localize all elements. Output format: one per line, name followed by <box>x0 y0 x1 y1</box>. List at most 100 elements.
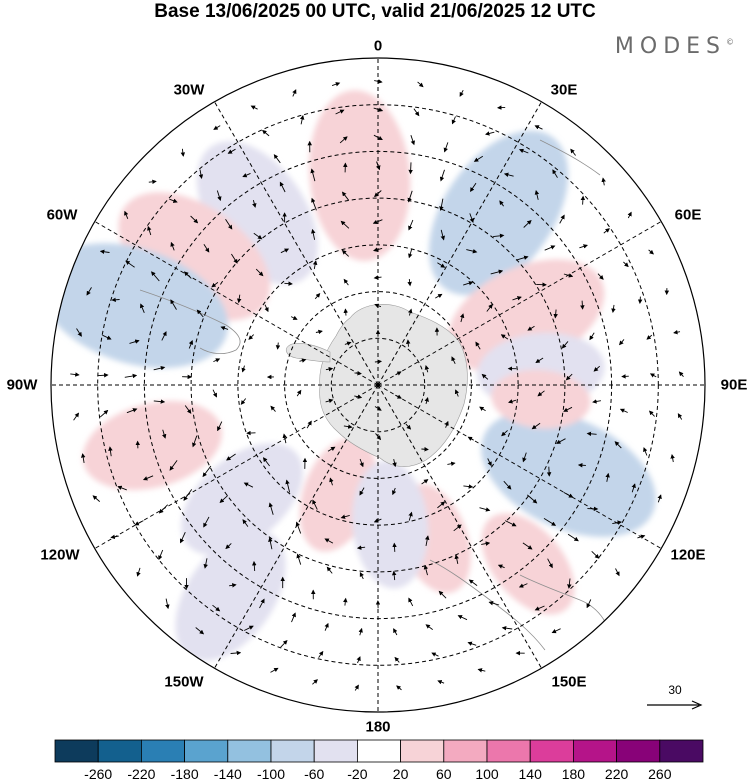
flow-vector <box>273 154 281 164</box>
flow-vector <box>392 542 397 552</box>
flow-vector <box>284 281 293 286</box>
flow-vector <box>466 248 478 254</box>
colorbar-swatch <box>313 739 358 763</box>
flow-vector <box>392 459 397 468</box>
flow-vector <box>220 326 229 331</box>
flow-vector <box>292 89 297 97</box>
flow-vector <box>255 268 264 277</box>
map-title: Base 13/06/2025 00 UTC, valid 21/06/2025… <box>154 1 596 22</box>
map-border <box>50 57 706 713</box>
flow-vector <box>169 198 178 203</box>
flow-vector <box>125 260 135 268</box>
colorbar-tick-label: -260 <box>84 766 113 782</box>
flow-vector <box>408 219 414 231</box>
latitude-circle <box>330 337 426 433</box>
colorbar-swatch <box>141 739 186 763</box>
flow-vector <box>341 249 350 257</box>
flow-vector <box>326 566 333 574</box>
flow-vector <box>457 615 468 621</box>
flow-vector <box>354 684 359 691</box>
flow-vector <box>543 518 557 526</box>
flow-vector <box>440 229 445 241</box>
flow-vector <box>561 341 569 349</box>
flow-vector <box>497 564 505 569</box>
flow-vector <box>522 542 533 550</box>
flow-vector <box>213 358 221 363</box>
flow-vector <box>359 487 365 496</box>
flow-vector <box>481 373 489 380</box>
flow-vector <box>148 179 157 185</box>
flow-vector <box>523 219 532 228</box>
flow-vector <box>463 281 474 286</box>
longitude-label-30e: 30E <box>550 81 578 99</box>
flow-vector <box>531 422 541 430</box>
flow-vector <box>270 405 276 412</box>
flow-vector <box>343 308 348 316</box>
flow-vector <box>552 169 558 178</box>
colorbar-tick-label: 100 <box>475 766 499 782</box>
flow-vector <box>312 260 318 270</box>
flow-vector <box>499 200 504 207</box>
flow-vector <box>358 627 363 636</box>
reference-vector: 30 <box>645 683 705 711</box>
colorbar-swatch <box>616 739 661 763</box>
flow-vector <box>147 225 152 236</box>
anomaly-contour <box>309 90 411 261</box>
flow-vector <box>335 109 345 115</box>
flow-vector <box>503 480 512 490</box>
flow-vector <box>341 191 350 201</box>
meridian-line <box>214 101 379 386</box>
flow-vector <box>236 294 242 304</box>
flow-vector <box>299 115 305 125</box>
flow-vector <box>241 365 246 373</box>
flow-vector <box>648 249 654 255</box>
flow-vector <box>217 421 223 432</box>
colorbar-tick-label: -60 <box>304 766 325 782</box>
flow-vector <box>501 625 513 631</box>
flow-vector <box>262 457 270 467</box>
flow-vector <box>438 590 447 599</box>
flow-vector <box>451 116 456 125</box>
flow-vector <box>161 331 167 341</box>
flow-vector <box>408 511 413 521</box>
colorbar-swatch <box>443 739 488 763</box>
flow-vector <box>677 413 683 420</box>
flow-vector <box>165 598 170 610</box>
flow-vector <box>501 430 508 437</box>
flow-vector <box>649 373 657 378</box>
flow-vector <box>296 553 302 565</box>
anomaly-field <box>51 90 656 661</box>
colorbar-swatch <box>270 739 315 763</box>
colorbar-swatch <box>529 739 574 763</box>
flow-vector <box>203 516 210 528</box>
colorbar-tick-label: 140 <box>518 766 542 782</box>
flow-vector <box>503 172 514 177</box>
longitude-label-30w: 30W <box>173 81 205 99</box>
flow-vector <box>356 656 361 664</box>
colorbar-tick-label: -220 <box>127 766 156 782</box>
flow-vector <box>473 155 484 162</box>
flow-vector <box>231 253 238 264</box>
flow-vector <box>229 583 237 588</box>
flow-vector <box>637 296 643 304</box>
flow-vector <box>586 599 592 609</box>
colorbar-swatch <box>54 739 99 763</box>
flow-vector <box>627 211 632 219</box>
anomaly-contour <box>352 460 429 589</box>
flow-vector <box>203 558 208 569</box>
flow-vector <box>356 545 366 550</box>
flow-vector <box>80 453 86 463</box>
graticule <box>51 58 705 712</box>
flow-vector <box>547 558 553 569</box>
meridian-line <box>94 221 379 386</box>
flow-vector <box>673 329 681 335</box>
flow-vector <box>454 389 460 397</box>
flow-vector <box>285 479 291 493</box>
flow-vector <box>314 293 321 300</box>
flow-vector <box>657 494 662 503</box>
flow-vector <box>196 309 204 318</box>
latitude-circle <box>190 197 566 573</box>
flow-vector <box>226 453 236 461</box>
flow-vector <box>312 499 318 510</box>
flow-vector <box>202 465 212 478</box>
